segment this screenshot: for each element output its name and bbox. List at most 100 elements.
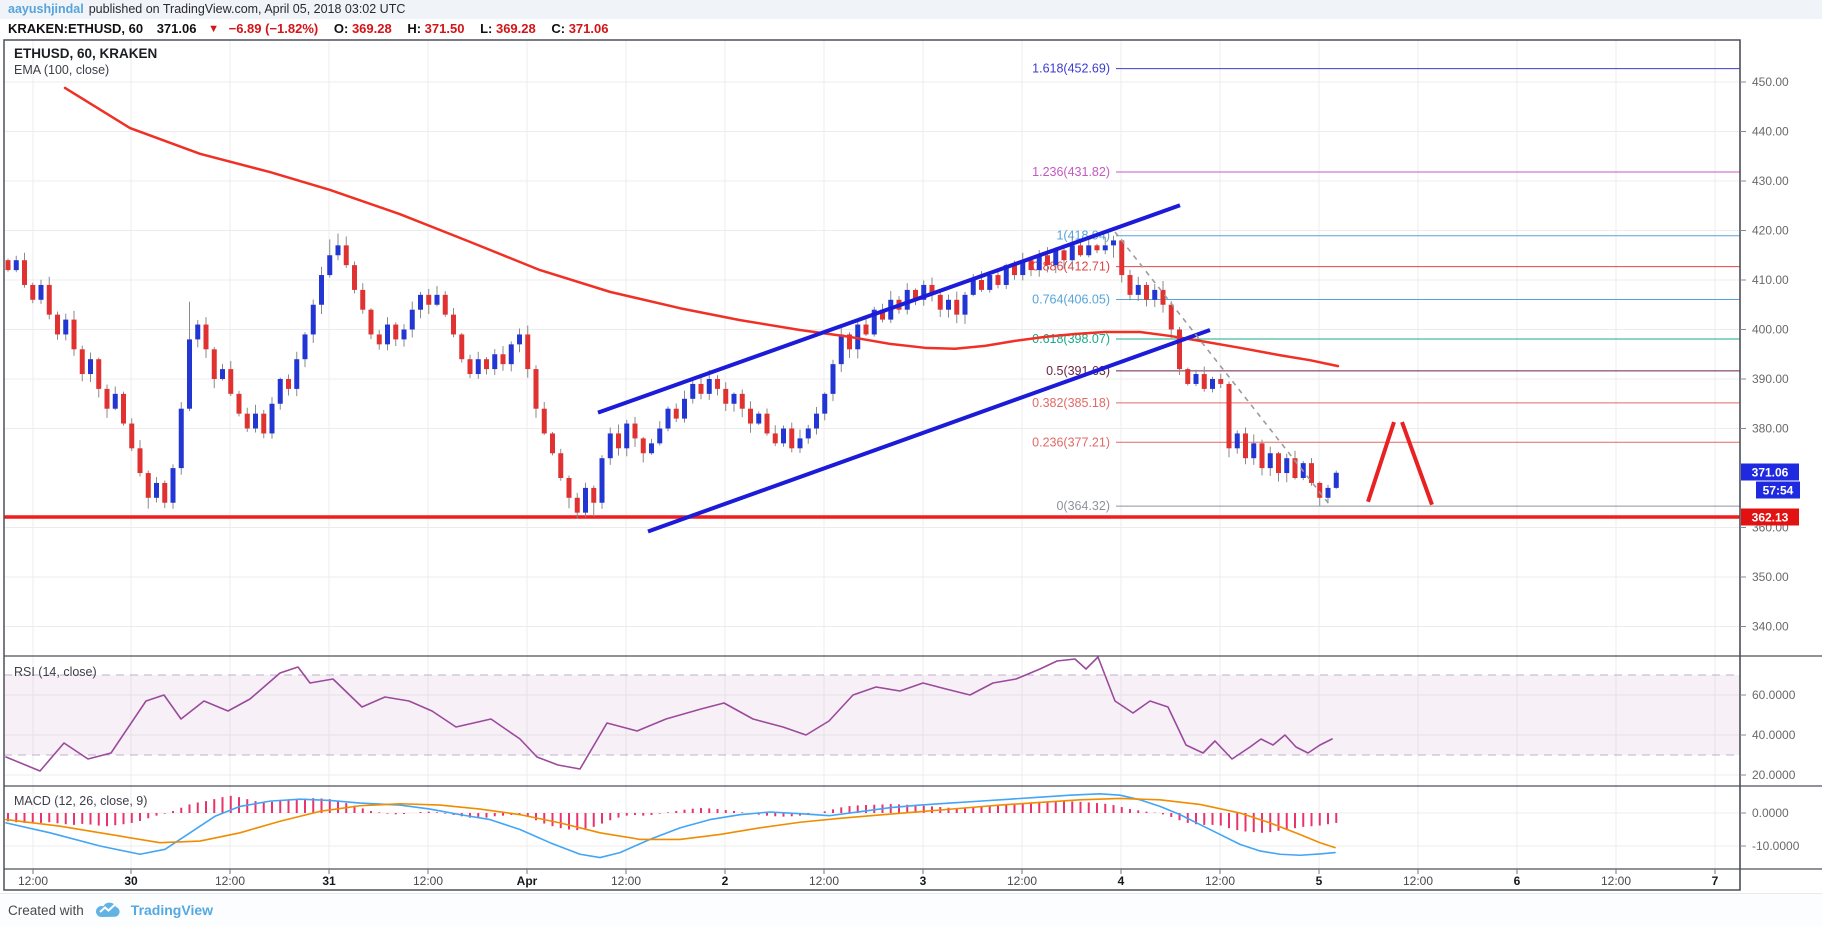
candle-body (1259, 443, 1265, 469)
price-axis-label: 420.00 (1752, 224, 1789, 238)
candle-body (228, 369, 234, 394)
candle-body (253, 413, 258, 429)
candle-body (187, 339, 192, 409)
candle-body (871, 309, 877, 335)
price-change: −6.89 (−1.82%) (228, 21, 319, 36)
candle-body (426, 294, 432, 305)
candle-body (954, 299, 960, 315)
candle-body (442, 294, 448, 315)
candle-body (1267, 453, 1273, 469)
fib-level-label: 0.5(391.63) (1046, 364, 1110, 378)
candle-body (5, 260, 11, 271)
candle-body (665, 408, 671, 429)
candle-body (112, 393, 118, 409)
candle-body (657, 428, 663, 444)
tradingview-brand-link[interactable]: TradingView (130, 902, 214, 918)
candle-body (121, 393, 126, 424)
candle-body (517, 334, 522, 345)
candle-body (1218, 379, 1224, 384)
candle-body (731, 393, 737, 404)
time-axis[interactable] (4, 869, 1740, 890)
price-axis-label: 390.00 (1752, 372, 1789, 386)
candle-body (500, 354, 506, 365)
candle-body (1325, 487, 1331, 498)
candle-body (1127, 275, 1133, 295)
price-axis-label: 400.00 (1752, 323, 1789, 337)
time-axis-label: 6 (1514, 874, 1521, 888)
candle-body (286, 379, 291, 389)
candle-body (764, 413, 770, 434)
publisher-bar: aayushjindal published on TradingView.com… (0, 0, 1822, 19)
publish-info: published on TradingView.com, April 05, … (88, 2, 406, 16)
candle-body (294, 359, 300, 389)
candle-body (203, 324, 209, 350)
price-tag (1741, 508, 1799, 526)
fib-level-label: 1.236(431.82) (1032, 165, 1110, 179)
candle-body (236, 393, 242, 414)
author-link[interactable]: aayushjindal (8, 2, 84, 16)
high-label: H: (407, 21, 422, 36)
candle-body (269, 403, 275, 434)
candle-body (129, 423, 135, 449)
candle-body (79, 349, 85, 375)
candle-body (1177, 329, 1182, 370)
price-tag-label: 362.13 (1752, 511, 1789, 525)
candle-body (1226, 383, 1232, 449)
price-tag-label: 371.06 (1752, 466, 1789, 480)
time-axis-label: 12:00 (18, 874, 48, 888)
time-axis-label: 31 (322, 874, 336, 888)
candle-body (1193, 374, 1199, 384)
candle-body (401, 329, 407, 340)
price-axis-label: 410.00 (1752, 273, 1789, 287)
time-axis-label: 4 (1118, 874, 1125, 888)
created-with-text: Created with (8, 902, 84, 918)
candle-body (211, 349, 217, 379)
candle-body (904, 289, 910, 310)
symbol-bar: KRAKEN:ETHUSD, 60 371.06 ▼ −6.89 (−1.82%… (0, 19, 1822, 40)
candle-body (624, 423, 630, 449)
candle-body (385, 324, 390, 345)
candle-body (781, 428, 786, 444)
candle-body (979, 280, 984, 290)
candle-body (1276, 453, 1281, 474)
time-axis-label: 12:00 (413, 874, 443, 888)
fib-level-label: 0(364.32) (1056, 499, 1110, 513)
candle-body (277, 379, 283, 404)
price-axis-label: 440.00 (1752, 125, 1789, 139)
price-axis[interactable] (1740, 40, 1822, 890)
candle-body (1086, 245, 1092, 256)
price-tag (1741, 463, 1799, 481)
candle-body (1284, 458, 1290, 474)
price-tag-label: 57:54 (1763, 484, 1794, 498)
macd-axis-label: 0.0000 (1752, 806, 1789, 820)
candle-body (525, 334, 531, 370)
candle-body (566, 478, 572, 498)
candle-body (805, 428, 811, 439)
candle-body (583, 487, 588, 513)
candle-body (723, 388, 729, 404)
candle-body (715, 379, 720, 389)
candle-body (71, 319, 77, 350)
candle-body (913, 289, 918, 300)
candle-body (789, 428, 795, 449)
candle-body (929, 284, 935, 295)
candle-body (1234, 433, 1240, 449)
candle-body (1160, 289, 1166, 305)
candle-body (706, 379, 712, 394)
candle-body (880, 309, 885, 320)
candle-body (1135, 284, 1141, 295)
candle-body (1078, 245, 1083, 256)
candle-body (607, 433, 613, 459)
candle-body (1168, 304, 1174, 330)
candle-body (475, 359, 481, 375)
candle-body (591, 487, 597, 503)
macd-axis-label: -10.0000 (1752, 839, 1800, 853)
candle-body (393, 324, 399, 340)
candle-body (822, 393, 828, 414)
candle-body (599, 458, 605, 503)
candle-body (533, 369, 539, 409)
candle-body (154, 482, 159, 498)
candle-body (995, 275, 1001, 285)
tradingview-logo-icon (94, 901, 124, 919)
